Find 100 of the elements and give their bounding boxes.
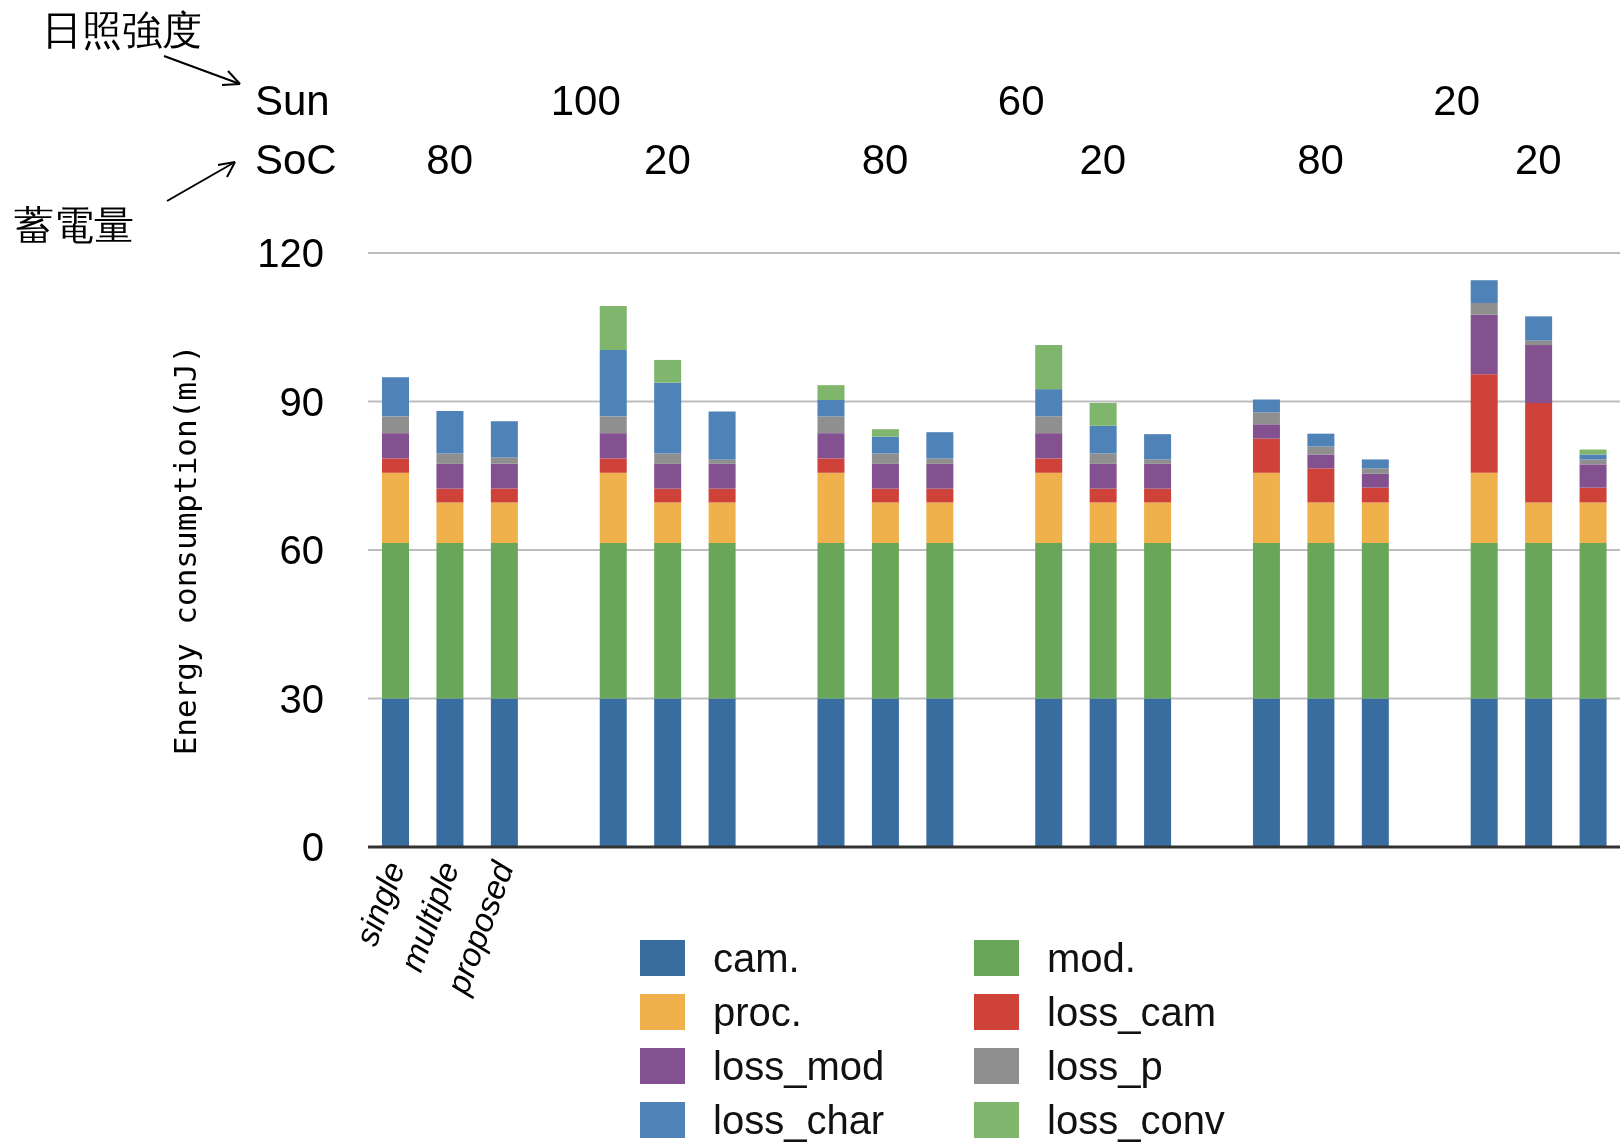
- bar: [490, 457, 518, 464]
- bar: [926, 543, 954, 699]
- legend-label: loss_mod: [713, 1043, 885, 1089]
- bar: [382, 433, 409, 459]
- bar: [1035, 472, 1063, 544]
- bar: [1470, 698, 1498, 847]
- bar: [926, 463, 954, 489]
- bar: [1307, 468, 1335, 503]
- bar: [1361, 473, 1389, 488]
- bar: [1035, 345, 1063, 390]
- bar: [382, 377, 409, 417]
- bar: [926, 502, 954, 544]
- bar: [1579, 698, 1607, 847]
- bar: [599, 305, 627, 351]
- bar: [599, 698, 627, 847]
- text: 80: [426, 136, 473, 183]
- y-tick-label: 120: [257, 231, 324, 276]
- bar: [1579, 543, 1607, 699]
- bar: [926, 698, 954, 847]
- legend-label: loss_conv: [1047, 1097, 1225, 1143]
- bar: [1307, 454, 1335, 469]
- bar: [436, 543, 464, 699]
- bar: [1361, 698, 1389, 847]
- text: SoC: [255, 136, 337, 183]
- bar: [382, 458, 409, 473]
- bar: [1252, 399, 1280, 413]
- bar: [436, 410, 464, 454]
- bar: [871, 502, 899, 544]
- bar: [926, 488, 954, 503]
- bar: [1035, 543, 1063, 699]
- bar: [1579, 459, 1607, 465]
- bar: [871, 453, 899, 464]
- bar: [1470, 303, 1498, 315]
- bar: [1579, 454, 1607, 460]
- bar: [817, 472, 845, 544]
- bar: [817, 433, 845, 459]
- bar: [654, 359, 682, 383]
- bar: [1579, 464, 1607, 488]
- y-tick-label: 30: [279, 676, 324, 721]
- bar: [654, 698, 682, 847]
- bar: [599, 472, 627, 544]
- bar: [382, 472, 409, 544]
- bar: [382, 543, 409, 699]
- bar: [654, 463, 682, 489]
- bar: [436, 453, 464, 464]
- bar: [1089, 502, 1117, 544]
- bar: [1144, 459, 1172, 464]
- legend-label: cam.: [713, 935, 800, 981]
- legend-label: loss_char: [713, 1097, 885, 1143]
- y-axis-title: Energy consumption(mJ): [167, 344, 204, 756]
- bar: [1525, 502, 1553, 544]
- bar: [871, 488, 899, 503]
- text: 20: [1514, 136, 1562, 183]
- bar: [436, 698, 464, 847]
- bar: [708, 411, 736, 460]
- bar: [871, 698, 899, 847]
- y-tick-label: 0: [301, 825, 324, 870]
- bar: [490, 698, 518, 847]
- bar: [1307, 502, 1335, 544]
- bar: [1252, 438, 1280, 473]
- legend-label: mod.: [1047, 935, 1136, 981]
- bar: [926, 432, 954, 459]
- bar: [654, 382, 682, 454]
- bar: [1144, 463, 1172, 489]
- bar: [1089, 463, 1117, 489]
- bar: [1361, 487, 1389, 503]
- bar: [1361, 543, 1389, 699]
- bar: [599, 433, 627, 459]
- bar: [436, 488, 464, 503]
- bar: [1470, 543, 1498, 699]
- text: 60: [997, 77, 1045, 124]
- bar: [654, 502, 682, 544]
- bar: [490, 502, 518, 544]
- text: 日照強度: [42, 8, 202, 52]
- bar: [654, 453, 682, 464]
- bar: [871, 463, 899, 489]
- text: 20: [1433, 77, 1481, 124]
- bar: [708, 463, 736, 489]
- bar: [1361, 502, 1389, 544]
- bar: [490, 543, 518, 699]
- bar: [1035, 458, 1063, 473]
- bar: [1525, 698, 1553, 847]
- bar: [1252, 424, 1280, 439]
- bar: [654, 543, 682, 699]
- bar: [1252, 412, 1280, 425]
- bar: [1252, 543, 1280, 699]
- bar: [817, 416, 845, 434]
- bar: [1252, 698, 1280, 847]
- bar: [490, 421, 518, 458]
- bar: [817, 698, 845, 847]
- bar: [871, 436, 899, 454]
- bar: [708, 459, 736, 464]
- text: 20: [644, 136, 691, 183]
- bar: [1144, 698, 1172, 847]
- bar: [1035, 433, 1063, 459]
- legend-label: loss_p: [1047, 1043, 1163, 1089]
- bar: [1144, 434, 1172, 460]
- y-tick-label: 90: [279, 379, 324, 424]
- bar: [1525, 543, 1553, 699]
- bar: [708, 502, 736, 544]
